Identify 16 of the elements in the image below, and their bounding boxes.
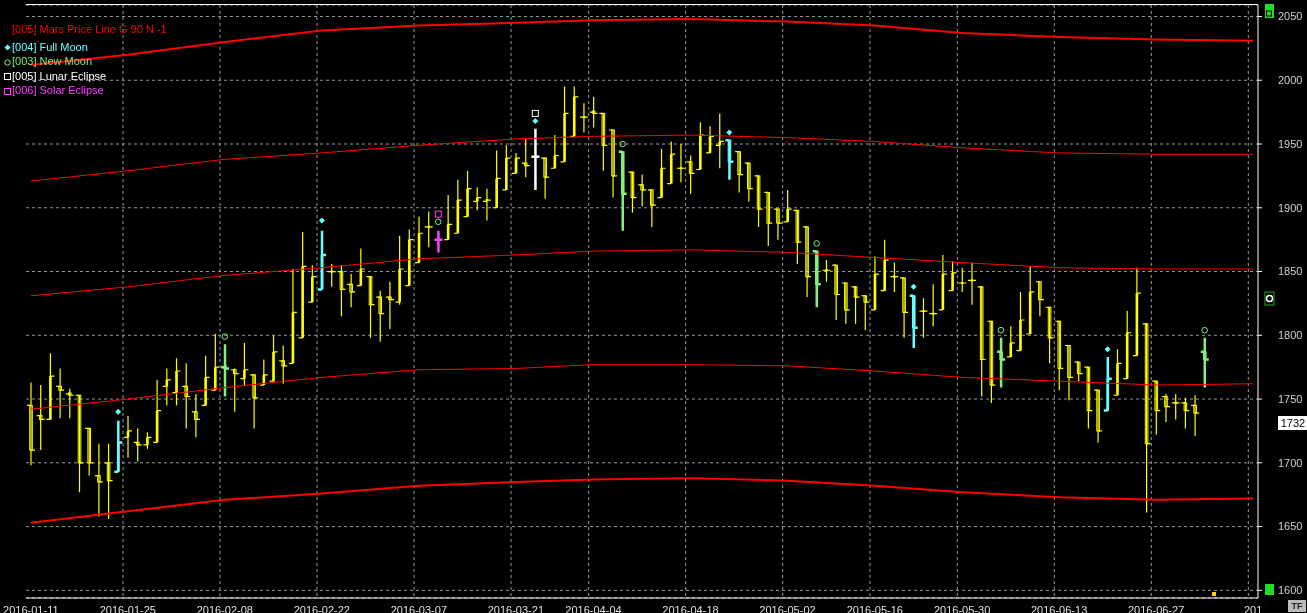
legend-label: [004] Full Moon	[11, 39, 89, 54]
y-tick-label: 1800	[1278, 329, 1303, 342]
y-tick-label: 1950	[1278, 137, 1303, 150]
y-tick-label: 2050	[1278, 10, 1303, 23]
series-label: [005] Mars Price Line G 90 N -1	[12, 22, 167, 37]
text: TF	[1288, 600, 1306, 612]
y-tick-label: 2000	[1278, 74, 1303, 87]
y-tick-label: 1900	[1278, 201, 1303, 214]
legend-label: [006] Solar Eclipse	[11, 83, 105, 98]
legend-label: [005] Lunar Eclipse	[11, 68, 108, 83]
text: 1732	[1278, 416, 1307, 430]
y-tick-label: 1700	[1278, 456, 1303, 469]
y-tick-label: 1850	[1278, 265, 1303, 278]
y-tick-label: 1750	[1278, 392, 1303, 405]
y-tick-label: 1600	[1278, 584, 1303, 597]
y-tick-label: 1650	[1278, 520, 1303, 533]
